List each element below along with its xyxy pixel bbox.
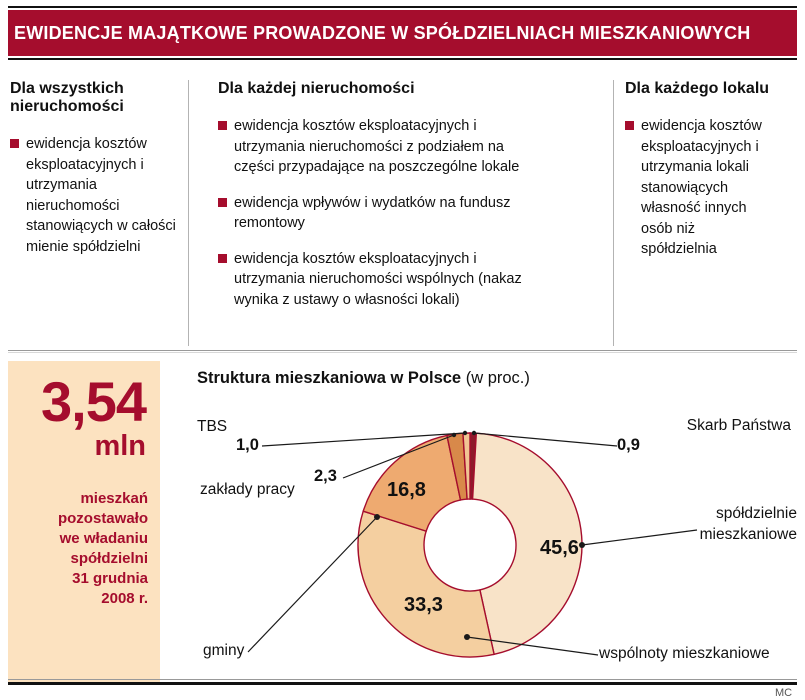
- segment-label-tbs: TBS: [197, 418, 228, 435]
- segment-value-tbs: 1,0: [236, 436, 259, 454]
- leader-dot-skarb-panstwa: [471, 430, 477, 436]
- column-header: Dla każdego lokalu: [625, 80, 770, 97]
- column-header: Dla wszystkich nieruchomości: [10, 80, 124, 115]
- segment-label-gminy: gminy: [203, 642, 245, 659]
- stat-caption: mieszkań pozostawało we władaniu spółdzi…: [57, 490, 148, 608]
- pie-segment-gminy: [362, 434, 462, 532]
- leader-dot-wspolnoty: [464, 634, 470, 640]
- list-item: ewidencja kosztów eksploatacyjnych i utr…: [218, 116, 610, 178]
- column-each-unit: Dla każdego lokalu ewidencja kosztów eks…: [625, 80, 797, 275]
- bullet-square-icon: [218, 121, 227, 130]
- leader-line-skarb-panstwa: [473, 432, 618, 447]
- column-divider: [613, 80, 614, 346]
- list-item: ewidencja kosztów eksploatacyjnych i utr…: [625, 116, 797, 260]
- bottom-rule: [8, 682, 797, 685]
- bullet-square-icon: [218, 253, 227, 263]
- leader-line-tbs: [261, 432, 466, 447]
- stat-panel: 3,54 mln mieszkań pozostawało we władani…: [8, 361, 160, 682]
- leader-dot-gminy: [374, 514, 380, 520]
- list-item-text: ewidencja kosztów eksploatacyjnych i utr…: [234, 250, 522, 309]
- leader-dot-spoldzielnie: [579, 542, 585, 548]
- chart-title-suffix: (w proc.): [465, 369, 530, 387]
- list-item: ewidencja kosztów eksploatacyjnych i utr…: [10, 134, 182, 257]
- list-item-text: ewidencja kosztów eksploatacyjnych i utr…: [234, 118, 520, 176]
- list-item: ewidencja wpływów i wydatków na fundusz …: [218, 193, 610, 234]
- column-all-properties: Dla wszystkich nieruchomości ewidencja k…: [10, 80, 182, 272]
- leader-line-wspolnoty: [466, 636, 599, 656]
- segment-label-spoldzielnie: spółdzielnie mieszkaniowe: [699, 505, 797, 543]
- list-item: ewidencja kosztów eksploatacyjnych i utr…: [218, 249, 610, 311]
- credit: MC: [775, 687, 793, 699]
- leader-line-zaklady-pracy: [342, 434, 455, 479]
- list-item-text: ewidencja wpływów i wydatków na fundusz …: [234, 194, 511, 232]
- donut-chart: [247, 430, 698, 658]
- segment-value-skarb-panstwa: 0,9: [617, 436, 640, 454]
- bottom-gray-rule: [8, 679, 797, 680]
- leader-lines: [247, 432, 698, 656]
- leader-line-spoldzielnie: [581, 529, 698, 546]
- column-each-property: Dla każdej nieruchomości ewidencja koszt…: [218, 80, 610, 326]
- leader-line-gminy: [247, 516, 378, 653]
- pie-segments: [357, 432, 583, 658]
- chart-title: Struktura mieszkaniowa w Polsce (w proc.…: [197, 369, 530, 388]
- segment-label-wspolnoty: wspólnoty mieszkaniowe: [599, 645, 770, 662]
- bullet-square-icon: [625, 121, 634, 130]
- column-header: Dla każdej nieruchomości: [218, 80, 415, 97]
- top-rule: [8, 6, 797, 8]
- leader-dot-tbs: [462, 430, 468, 436]
- list-item-text: ewidencja kosztów eksploatacyjnych i utr…: [641, 118, 762, 258]
- title-underline-rule: [8, 58, 797, 60]
- section-divider-rule-light: [8, 352, 797, 353]
- column-divider: [188, 80, 189, 346]
- leader-dots: [374, 430, 585, 640]
- section-divider-rule: [8, 350, 797, 351]
- bullet-square-icon: [218, 197, 227, 207]
- list-item-text: ewidencja kosztów eksploatacyjnych i utr…: [26, 136, 176, 255]
- leader-dot-zaklady-pracy: [451, 432, 457, 438]
- segment-label-skarb-panstwa: Skarb Państwa: [686, 417, 791, 434]
- segment-value-spoldzielnie: 45,6: [540, 537, 579, 559]
- segment-label-zaklady-pracy: zakłady pracy: [200, 481, 295, 498]
- pie-segment-spoldzielnie-mieszkaniowe: [471, 432, 583, 656]
- bullet-square-icon: [10, 139, 19, 148]
- title-bar: EWIDENCJE MAJĄTKOWE PROWADZONE W SPÓŁDZI…: [8, 10, 797, 56]
- chart-title-main: Struktura mieszkaniowa w Polsce: [197, 369, 462, 387]
- segment-value-wspolnoty: 33,3: [404, 594, 443, 616]
- segment-value-gminy: 16,8: [387, 479, 426, 501]
- segment-value-zaklady-pracy: 2,3: [314, 467, 337, 485]
- stat-unit: mln: [94, 430, 146, 463]
- pie-segment-wspolnoty-mieszkaniowe: [357, 510, 495, 658]
- page-title: EWIDENCJE MAJĄTKOWE PROWADZONE W SPÓŁDZI…: [14, 22, 751, 43]
- stat-value: 3,54: [41, 370, 147, 433]
